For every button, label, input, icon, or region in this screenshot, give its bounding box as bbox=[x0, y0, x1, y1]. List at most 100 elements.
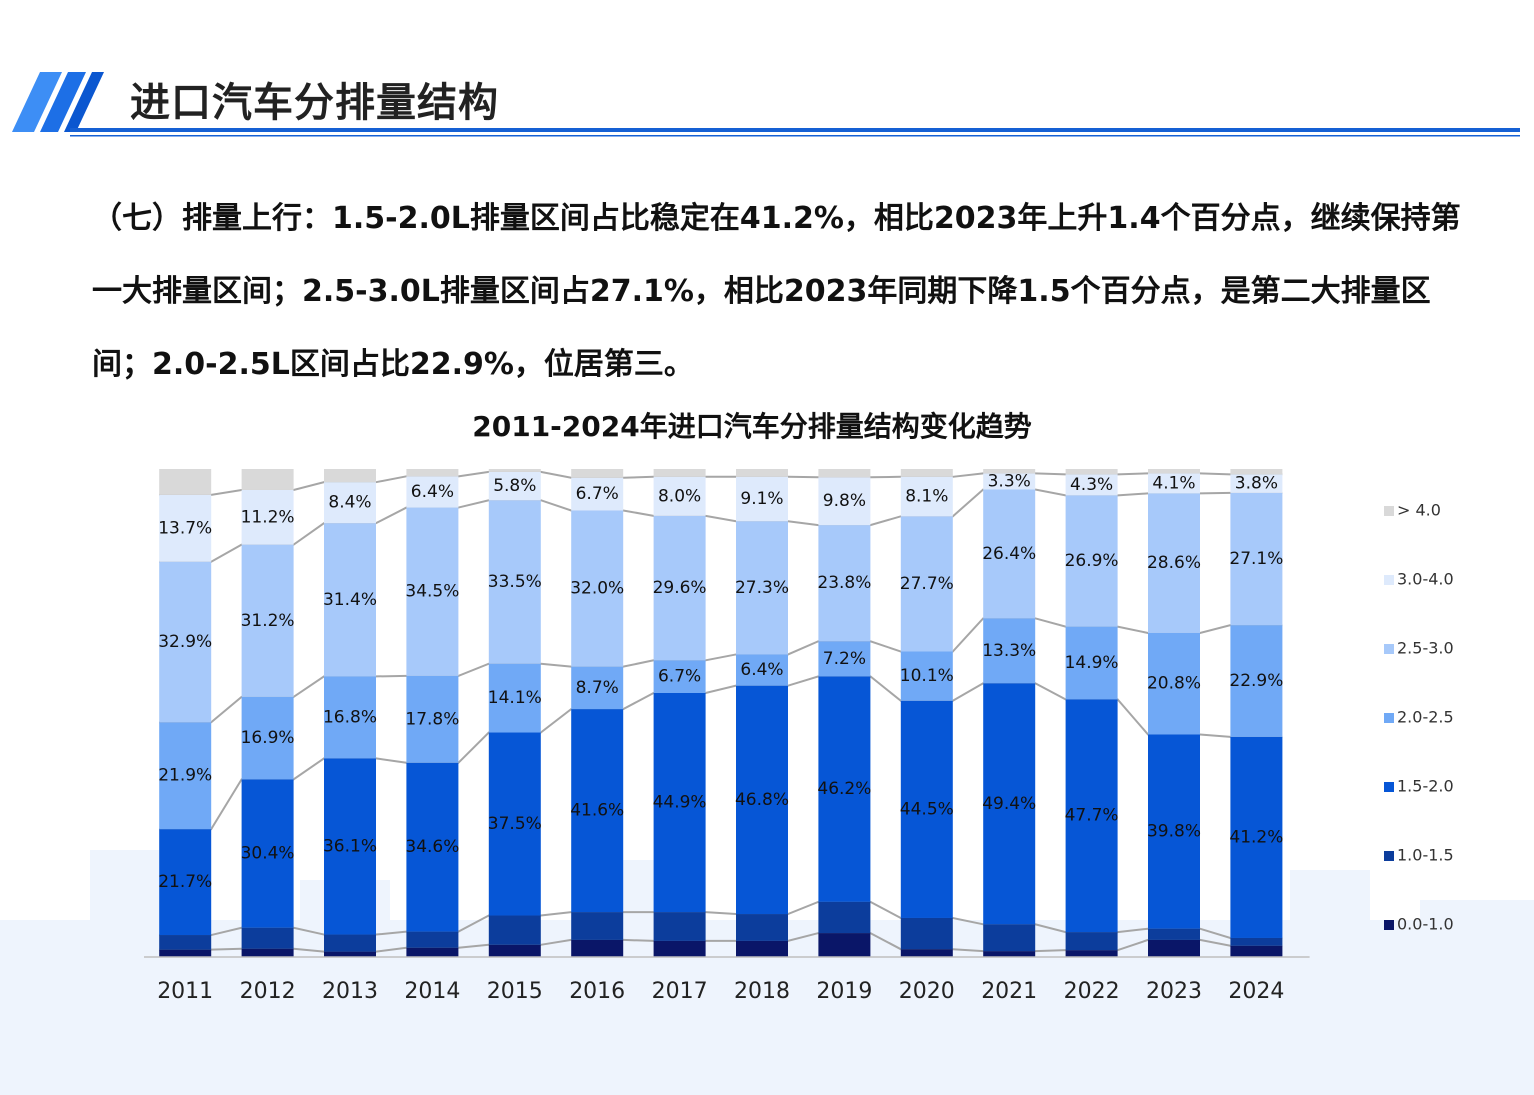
bar-segment bbox=[1148, 493, 1200, 633]
data-label: 27.7% bbox=[900, 574, 954, 594]
data-label: 5.8% bbox=[493, 476, 536, 496]
data-label: 49.4% bbox=[982, 794, 1036, 814]
bar-segment bbox=[406, 507, 459, 676]
bar-segment bbox=[736, 914, 788, 941]
data-label: 6.4% bbox=[411, 482, 454, 502]
data-label: 41.2% bbox=[1229, 827, 1283, 847]
data-label: 8.0% bbox=[658, 486, 701, 506]
bar-segment bbox=[241, 779, 294, 928]
bar-segment bbox=[736, 521, 788, 655]
bar-segment bbox=[406, 469, 459, 477]
data-label: 3.8% bbox=[1235, 474, 1278, 494]
data-label: 36.1% bbox=[323, 836, 377, 856]
x-tick-label: 2024 bbox=[1228, 979, 1284, 1004]
legend-label: 3.0-4.0 bbox=[1397, 570, 1454, 589]
data-label: 31.2% bbox=[241, 611, 295, 631]
bar-segment bbox=[983, 924, 1036, 952]
bar-segment bbox=[406, 931, 459, 948]
bar-segment bbox=[900, 917, 953, 950]
bar-segment bbox=[736, 469, 788, 477]
x-tick-label: 2023 bbox=[1146, 979, 1202, 1004]
bar-segment bbox=[983, 473, 1036, 490]
data-label: 29.6% bbox=[653, 578, 707, 598]
x-tick-label: 2011 bbox=[157, 979, 213, 1004]
bar-segment bbox=[736, 685, 788, 915]
data-label: 20.8% bbox=[1147, 674, 1201, 694]
bar-segment bbox=[571, 709, 624, 913]
bar-segment bbox=[1148, 939, 1200, 957]
bar-segment bbox=[324, 934, 376, 952]
bar-segment bbox=[983, 469, 1036, 474]
data-label: 27.3% bbox=[735, 578, 789, 598]
bar-segment bbox=[736, 476, 788, 522]
bar-segment bbox=[241, 469, 294, 490]
data-label: 11.2% bbox=[241, 507, 295, 527]
data-label: 6.7% bbox=[658, 667, 701, 687]
bar-segment bbox=[900, 700, 953, 918]
data-label: 22.9% bbox=[1229, 671, 1283, 691]
legend-swatch bbox=[1384, 644, 1394, 654]
legend-label: 0.0-1.0 bbox=[1397, 915, 1454, 934]
x-tick-label: 2017 bbox=[652, 979, 708, 1004]
data-label: 21.9% bbox=[158, 766, 212, 786]
bar-segment bbox=[900, 949, 953, 957]
data-label: 46.2% bbox=[817, 779, 871, 799]
bar-segment bbox=[159, 469, 212, 495]
bar-segment bbox=[488, 471, 541, 501]
bar-segment bbox=[324, 951, 376, 957]
data-label: 23.8% bbox=[817, 573, 871, 593]
bar-segment bbox=[488, 469, 541, 472]
legend-label: 1.5-2.0 bbox=[1397, 777, 1454, 796]
bar-segment bbox=[159, 949, 212, 957]
bar-segment bbox=[241, 696, 294, 780]
bar-segment bbox=[653, 692, 706, 913]
x-tick-label: 2015 bbox=[487, 979, 543, 1004]
data-label: 30.4% bbox=[241, 844, 295, 864]
bar-segment bbox=[653, 912, 706, 941]
bar-segment bbox=[571, 939, 624, 957]
bar-segment bbox=[488, 732, 541, 916]
bar-segment bbox=[406, 476, 459, 508]
data-label: 26.9% bbox=[1065, 551, 1119, 571]
bar-segment bbox=[406, 675, 459, 763]
legend-swatch bbox=[1384, 782, 1394, 792]
bar-segment bbox=[324, 523, 376, 677]
data-label: 13.3% bbox=[982, 641, 1036, 661]
data-label: 28.6% bbox=[1147, 553, 1201, 573]
bar-segment bbox=[488, 500, 541, 664]
legend-swatch bbox=[1384, 575, 1394, 585]
bar-segment bbox=[983, 683, 1036, 925]
bar-segment bbox=[983, 951, 1036, 957]
bar-segment bbox=[983, 489, 1036, 619]
data-label: 27.1% bbox=[1229, 549, 1283, 569]
data-label: 26.4% bbox=[982, 544, 1036, 564]
x-tick-label: 2021 bbox=[981, 979, 1037, 1004]
bar-segment bbox=[1065, 474, 1118, 496]
bar-segment bbox=[818, 933, 871, 957]
bar-segment bbox=[1148, 473, 1200, 494]
x-tick-label: 2022 bbox=[1064, 979, 1120, 1004]
bar-segment bbox=[818, 641, 871, 677]
legend-swatch bbox=[1384, 713, 1394, 723]
data-label: 47.7% bbox=[1065, 806, 1119, 826]
bar-segment bbox=[818, 525, 871, 642]
bar-segment bbox=[1230, 492, 1283, 626]
data-label: 8.4% bbox=[328, 493, 371, 513]
data-label: 13.7% bbox=[158, 518, 212, 538]
legend-label: 2.0-2.5 bbox=[1397, 708, 1454, 727]
bar-segment bbox=[241, 489, 294, 545]
paragraph: （七）排量上行：1.5-2.0L排量区间占比稳定在41.2%，相比2023年上升… bbox=[92, 201, 1461, 382]
bar-segment bbox=[1065, 932, 1118, 951]
data-label: 21.7% bbox=[158, 872, 212, 892]
data-label: 44.5% bbox=[900, 799, 954, 819]
data-label: 7.2% bbox=[823, 649, 866, 669]
bar-segment bbox=[983, 618, 1036, 684]
x-tick-label: 2019 bbox=[816, 979, 872, 1004]
bar-segment bbox=[1230, 945, 1283, 957]
x-tick-label: 2018 bbox=[734, 979, 790, 1004]
data-label: 6.7% bbox=[576, 484, 619, 504]
bar-segment bbox=[818, 676, 871, 902]
data-label: 14.9% bbox=[1065, 653, 1119, 673]
bar-segment bbox=[900, 469, 953, 477]
bar-segment bbox=[818, 477, 871, 526]
